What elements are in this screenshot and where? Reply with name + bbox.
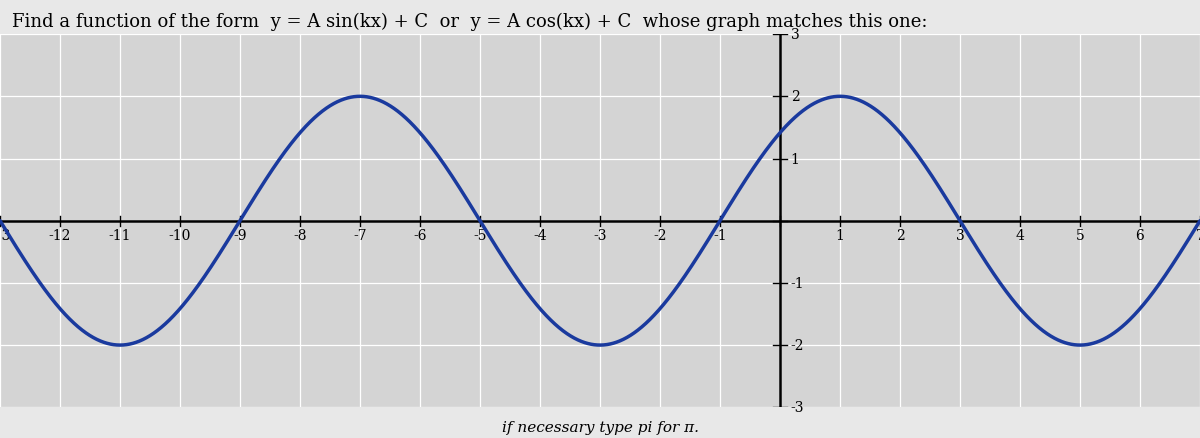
Text: -1: -1 [791,276,804,290]
Text: 6: 6 [1135,229,1145,243]
Text: -11: -11 [109,229,131,243]
Text: -2: -2 [653,229,667,243]
Text: -6: -6 [413,229,427,243]
Text: -1: -1 [713,229,727,243]
Text: -12: -12 [49,229,71,243]
Text: 2: 2 [791,90,799,104]
Text: 2: 2 [895,229,905,243]
Text: 7: 7 [1195,229,1200,243]
Text: 4: 4 [1015,229,1025,243]
Text: -10: -10 [169,229,191,243]
Text: -5: -5 [473,229,487,243]
Text: 1: 1 [835,229,845,243]
Text: -7: -7 [353,229,367,243]
Text: -3: -3 [593,229,607,243]
Text: -9: -9 [233,229,247,243]
Text: if necessary type pi for π.: if necessary type pi for π. [502,420,698,434]
Text: 3: 3 [791,28,799,42]
Text: -8: -8 [293,229,307,243]
Text: Find a function of the form  y = A sin(kx) + C  or  y = A cos(kx) + C  whose gra: Find a function of the form y = A sin(kx… [12,13,928,32]
Text: 5: 5 [1075,229,1085,243]
Text: -13: -13 [0,229,11,243]
Text: -2: -2 [791,338,804,352]
Text: 1: 1 [791,152,799,166]
Text: -3: -3 [791,400,804,414]
Text: -4: -4 [533,229,547,243]
Text: 3: 3 [955,229,965,243]
